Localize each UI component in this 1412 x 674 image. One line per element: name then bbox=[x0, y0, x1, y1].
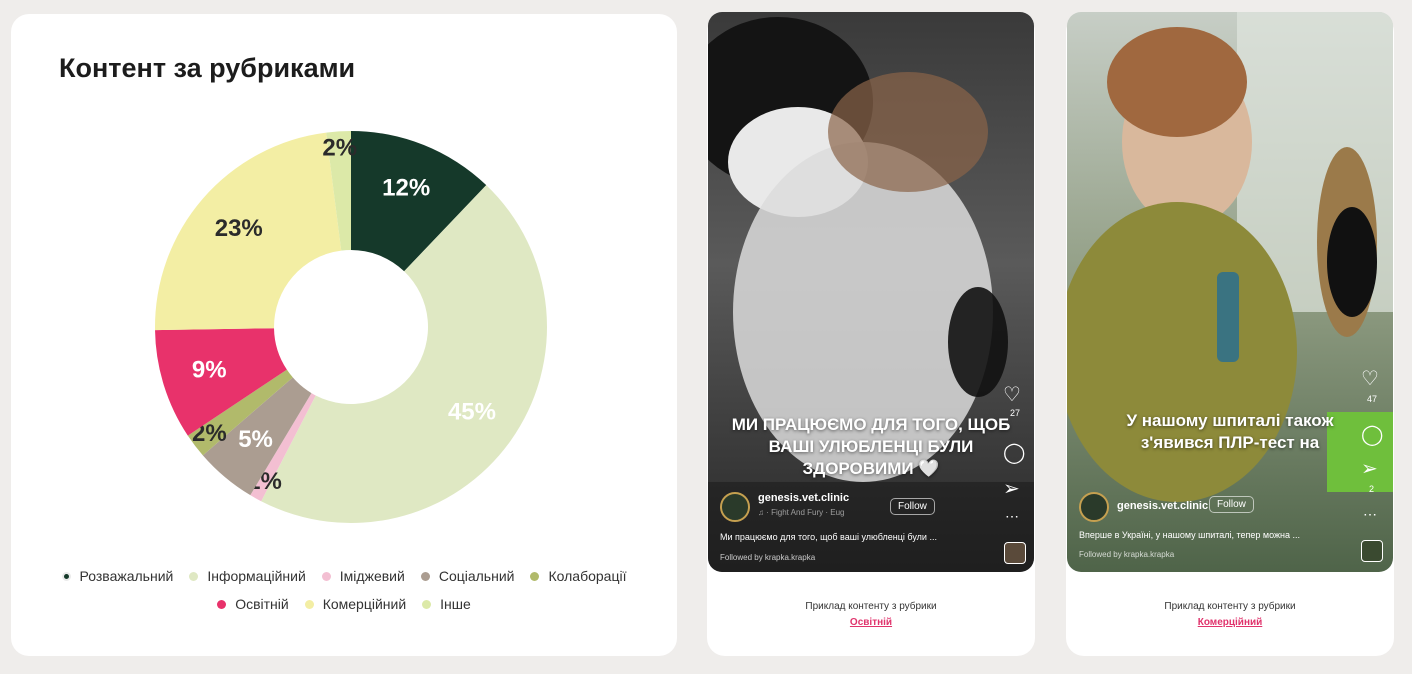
slice-percent-label: 9% bbox=[192, 356, 227, 383]
legend-swatch bbox=[304, 599, 314, 609]
donut-slice bbox=[326, 131, 351, 251]
comment-icon[interactable]: ◯ bbox=[1361, 424, 1384, 446]
audio-thumbnail-icon[interactable] bbox=[1004, 542, 1026, 564]
slice-percent-label: 5% bbox=[238, 426, 273, 453]
legend-label: Освітній bbox=[235, 596, 289, 612]
share-icon[interactable]: ➢ bbox=[1361, 458, 1378, 480]
donut-slice bbox=[155, 328, 287, 436]
legend-swatch bbox=[530, 571, 540, 581]
example-card-educational: МИ ПРАЦЮЄМО ДЛЯ ТОГО, ЩОБ ВАШІ УЛЮБЛЕНЦІ… bbox=[707, 12, 1035, 656]
legend-label: Колаборації bbox=[548, 568, 627, 584]
example-card-commercial: У нашому шпиталі також з'явився ПЛР-тест… bbox=[1066, 12, 1394, 656]
video-frame-image bbox=[708, 12, 1034, 572]
legend-item: Соціальний bbox=[420, 568, 515, 584]
legend-swatch bbox=[189, 571, 199, 581]
slice-percent-label: 23% bbox=[215, 215, 263, 242]
donut-slice bbox=[202, 377, 312, 496]
legend-label: Інше bbox=[440, 596, 471, 612]
followed-by: Followed by krapka.krapka bbox=[1079, 550, 1175, 559]
donut-chart: 12%45%1%5%2%9%23%2% bbox=[155, 131, 548, 523]
audio-track[interactable]: ♫ · Fight And Fury · Eug bbox=[758, 508, 845, 517]
chart-title: Контент за рубриками bbox=[59, 53, 356, 83]
share-icon[interactable]: ➢ bbox=[1003, 478, 1020, 500]
followed-by: Followed by krapka.krapka bbox=[720, 553, 816, 562]
donut-slice bbox=[261, 185, 548, 523]
more-icon[interactable]: ⋯ bbox=[1363, 506, 1377, 522]
heart-icon[interactable]: ♡ bbox=[1003, 384, 1021, 406]
audio-thumbnail-icon[interactable] bbox=[1361, 540, 1383, 562]
slice-percent-label: 12% bbox=[382, 174, 430, 201]
post-caption: Ми працюємо для того, щоб ваші улюбленці… bbox=[720, 532, 937, 542]
legend-row: Розважальний Інформаційний Іміджевий Соціал… bbox=[11, 568, 677, 584]
legend-label: Розважальний bbox=[79, 568, 174, 584]
avatar[interactable] bbox=[720, 492, 750, 522]
example-category-link[interactable]: Комерційний bbox=[1197, 617, 1263, 628]
username[interactable]: genesis.vet.clinic bbox=[758, 492, 850, 504]
slice-percent-label: 45% bbox=[448, 398, 496, 425]
legend-item: Інше bbox=[422, 596, 471, 612]
donut-slice bbox=[187, 369, 293, 456]
donut-slice bbox=[351, 131, 487, 272]
share-count: 2 bbox=[1369, 484, 1375, 494]
chart-card: Контент за рубриками 12% 45% 1% 5% 2% 9% 23% 2%… bbox=[11, 14, 677, 656]
legend-item: Розважальний bbox=[61, 568, 174, 584]
legend-item: Освітній bbox=[217, 596, 289, 612]
legend-label: Соціальний bbox=[438, 568, 515, 584]
legend-item: Іміджевий bbox=[321, 568, 405, 584]
example-label: Приклад контенту з рубрики bbox=[805, 601, 937, 612]
follow-button[interactable]: Follow bbox=[890, 498, 935, 515]
legend-item: Інформаційний bbox=[189, 568, 306, 584]
heart-icon[interactable]: ♡ bbox=[1361, 368, 1379, 390]
like-count: 47 bbox=[1367, 394, 1378, 404]
legend-label: Інформаційний bbox=[207, 568, 306, 584]
slice-percent-label: 2% bbox=[322, 135, 357, 162]
post-caption: Вперше в Україні, у нашому шпиталі, тепе… bbox=[1079, 530, 1301, 540]
like-count: 27 bbox=[1010, 408, 1021, 418]
legend-swatch bbox=[217, 599, 227, 609]
donut-slice bbox=[155, 132, 342, 331]
legend-item: Комерційний bbox=[304, 596, 407, 612]
more-icon[interactable]: ⋯ bbox=[1005, 508, 1019, 524]
video-overlay-text: У нашому шпиталі також з'явився ПЛР-тест… bbox=[1126, 411, 1334, 452]
example-category-link[interactable]: Освітній bbox=[849, 617, 893, 628]
comment-icon[interactable]: ◯ bbox=[1003, 442, 1026, 464]
legend-label: Комерційний bbox=[322, 596, 407, 612]
avatar[interactable] bbox=[1079, 492, 1109, 522]
video-preview[interactable]: У нашому шпиталі також з'явився ПЛР-тест… bbox=[1067, 12, 1393, 572]
example-label: Приклад контенту з рубрики bbox=[1164, 601, 1296, 612]
legend-swatch bbox=[422, 599, 432, 609]
legend-row: Освітній Комерційний Інше bbox=[11, 596, 677, 612]
video-preview[interactable]: МИ ПРАЦЮЄМО ДЛЯ ТОГО, ЩОБ ВАШІ УЛЮБЛЕНЦІ… bbox=[708, 12, 1034, 572]
legend-swatch bbox=[61, 571, 71, 581]
legend-swatch bbox=[420, 571, 430, 581]
follow-button[interactable]: Follow bbox=[1209, 496, 1254, 513]
legend-swatch bbox=[321, 571, 331, 581]
legend-label: Іміджевий bbox=[339, 568, 405, 584]
video-frame-image bbox=[1067, 12, 1393, 572]
username[interactable]: genesis.vet.clinic bbox=[1117, 500, 1209, 512]
donut-slice bbox=[250, 393, 316, 502]
video-overlay-text: МИ ПРАЦЮЄМО ДЛЯ ТОГО, ЩОБ ВАШІ УЛЮБЛЕНЦІ… bbox=[731, 415, 1011, 478]
legend-item: Колаборації bbox=[530, 568, 626, 584]
